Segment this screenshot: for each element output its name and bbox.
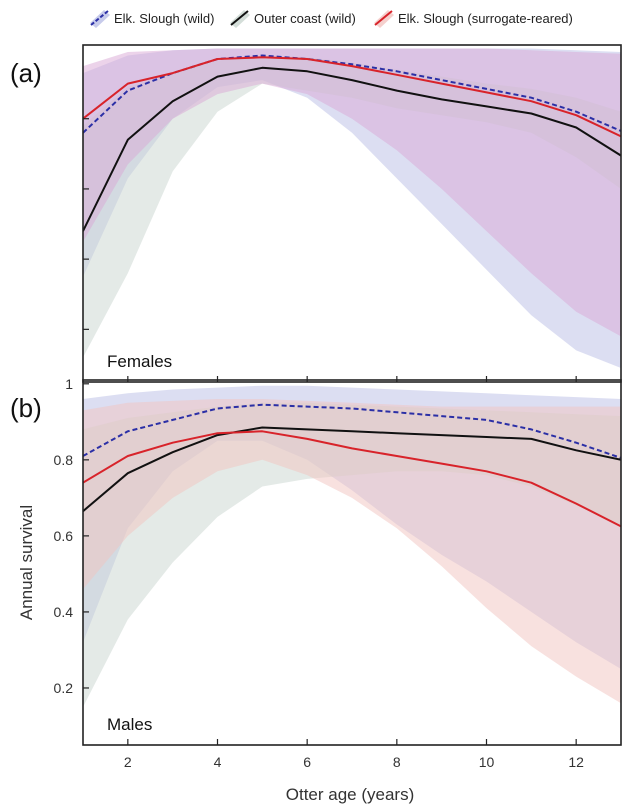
legend-swatch-line — [374, 10, 393, 26]
series-line-elk_wild — [83, 403, 621, 459]
y-tick-label: 0.2 — [54, 680, 74, 696]
series-line-outer_coast — [83, 426, 621, 512]
x-tick-label: 2 — [124, 754, 132, 770]
panel-label: Females — [107, 352, 172, 371]
plot-frame — [82, 44, 622, 383]
x-tick-label: 6 — [303, 754, 311, 770]
legend-swatch-band — [90, 10, 110, 28]
x-tick-label: 10 — [479, 754, 495, 770]
x-tick-label: 12 — [568, 754, 584, 770]
ci-band-elk_surrogate — [83, 399, 621, 704]
legend-item-elk_surrogate: Elk. Slough (surrogate-reared) — [374, 10, 573, 28]
series-line-outer_coast — [83, 66, 621, 232]
ci-band-outer_coast — [83, 402, 621, 707]
y-tick-label: 0.6 — [54, 528, 74, 544]
legend-item-elk_wild: Elk. Slough (wild) — [90, 10, 214, 28]
legend-item-outer_coast: Outer coast (wild) — [230, 10, 356, 28]
legend-label: Elk. Slough (wild) — [114, 11, 214, 26]
y-tick-label: 0.8 — [54, 452, 74, 468]
y-axis-title: Annual survival — [17, 505, 36, 620]
panel-letter: (a) — [10, 58, 42, 88]
x-tick-label: 8 — [393, 754, 401, 770]
panel-label: Males — [107, 715, 152, 734]
ci-band-elk_surrogate — [83, 48, 621, 337]
plot-frame — [82, 379, 622, 746]
series-line-elk_wild — [83, 54, 621, 134]
panel-a-females: (a) Females — [10, 44, 622, 383]
x-axis-title: Otter age (years) — [286, 785, 415, 804]
legend-swatch-line — [230, 10, 249, 26]
series-line-elk_surrogate — [83, 430, 621, 528]
legend-label: Outer coast (wild) — [254, 11, 356, 26]
series-line-elk_surrogate — [83, 56, 621, 138]
y-tick-label: 0.4 — [54, 604, 74, 620]
panel-letter: (b) — [10, 393, 42, 423]
y-tick-label: 1 — [65, 376, 73, 392]
legend: Elk. Slough (wild) Outer coast (wild) Elk.… — [90, 10, 573, 28]
legend-swatch-line — [90, 10, 109, 26]
legend-label: Elk. Slough (surrogate-reared) — [398, 11, 573, 26]
x-tick-label: 4 — [214, 754, 222, 770]
